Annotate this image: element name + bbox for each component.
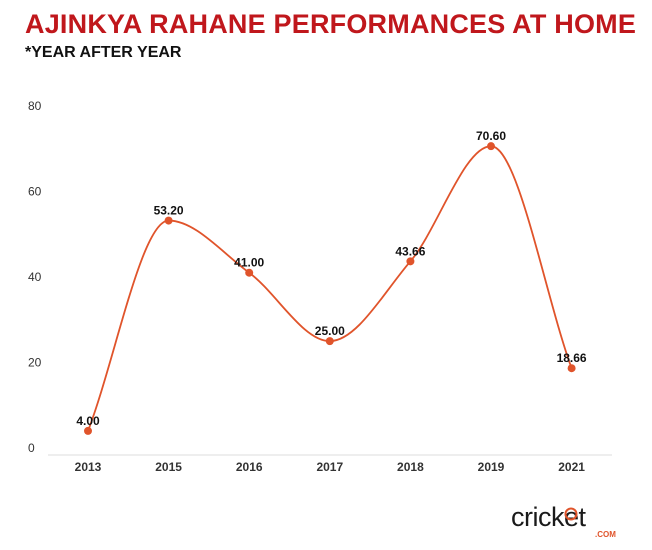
- data-point: [84, 426, 92, 435]
- data-point: [487, 142, 495, 151]
- y-tick-label: 0: [28, 441, 35, 455]
- data-label: 4.00: [76, 414, 100, 428]
- data-labels: 4.00 53.20 41.00 25.00 43.66 70.60 18.66: [76, 129, 587, 428]
- y-tick-label: 20: [28, 356, 42, 370]
- x-tick-label: 2018: [397, 460, 424, 474]
- logo-ball-icon: [564, 507, 578, 521]
- series-line: [87, 145, 573, 432]
- logo-domain: .COM: [595, 530, 616, 539]
- y-axis-ticks: 0 20 40 60 80: [28, 99, 42, 455]
- x-tick-label: 2015: [155, 460, 182, 474]
- data-point: [325, 337, 334, 346]
- data-point: [164, 216, 173, 225]
- chart-title: AJINKYA RAHANE PERFORMANCES AT HOME: [25, 9, 637, 39]
- x-tick-label: 2021: [558, 460, 585, 474]
- data-point: [406, 257, 415, 266]
- data-point: [567, 364, 576, 373]
- x-tick-label: 2016: [236, 460, 263, 474]
- x-tick-label: 2019: [478, 460, 505, 474]
- data-label: 53.20: [154, 204, 184, 218]
- data-label: 43.66: [395, 244, 425, 258]
- data-points: [84, 142, 576, 435]
- y-tick-label: 60: [28, 185, 42, 199]
- logo-wordmark: cricket: [511, 502, 587, 532]
- y-tick-label: 40: [28, 270, 42, 284]
- data-label: 18.66: [557, 351, 587, 365]
- chart-subtitle: *YEAR AFTER YEAR: [25, 44, 182, 61]
- data-label: 25.00: [315, 324, 345, 338]
- cricket-com-logo: cricket .COM: [511, 502, 616, 539]
- data-label: 41.00: [234, 256, 264, 270]
- data-point: [245, 268, 254, 277]
- x-tick-label: 2017: [316, 460, 343, 474]
- y-tick-label: 80: [28, 99, 42, 113]
- x-tick-label: 2013: [75, 460, 102, 474]
- x-axis-ticks: 2013 2015 2016 2017 2018 2019 2021: [75, 460, 586, 474]
- data-label: 70.60: [476, 129, 506, 143]
